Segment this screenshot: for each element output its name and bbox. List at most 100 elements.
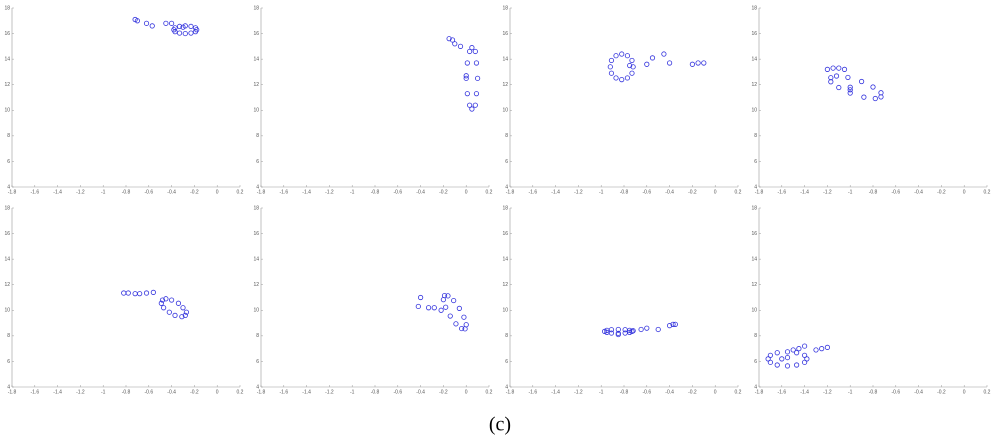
x-tick-label: -0.8	[869, 189, 878, 195]
x-tick-label: -1.4	[53, 389, 62, 395]
point	[608, 330, 615, 336]
point	[672, 321, 678, 327]
x-tick-label: -0.6	[393, 189, 402, 195]
y-tick-label: 16	[502, 31, 508, 37]
x-tick-label: -1.4	[551, 189, 560, 195]
point	[132, 291, 138, 297]
x-tick-label: -1.6	[528, 189, 537, 195]
y-tick-label: 10	[253, 308, 259, 314]
point	[463, 75, 469, 81]
point	[836, 65, 842, 71]
x-tick-label: -1.2	[76, 389, 85, 395]
y-tick-label: 8	[754, 333, 757, 339]
point	[445, 293, 451, 299]
x-tick-label: 0	[714, 189, 717, 195]
point	[163, 20, 169, 26]
point	[784, 354, 791, 361]
y-tick-label: 4	[754, 384, 757, 390]
x-tick-label: -0.6	[891, 389, 900, 395]
point	[461, 314, 467, 320]
point	[784, 363, 791, 369]
x-tick-label: -0.4	[914, 389, 923, 395]
y-tick-label: 6	[754, 159, 757, 165]
x-tick-label: -1.8	[506, 189, 515, 195]
x-tick-label: 0.2	[237, 389, 244, 395]
point	[182, 23, 188, 29]
point	[180, 305, 186, 311]
y-tick-label: 12	[253, 82, 259, 88]
point	[845, 74, 851, 81]
x-tick-label: -1.6	[30, 389, 39, 395]
point	[176, 23, 183, 30]
point	[472, 48, 478, 55]
point	[149, 23, 155, 29]
x-tick-label: -0.8	[869, 389, 878, 395]
y-tick-label: 6	[256, 159, 259, 165]
x-tick-label: -1.8	[257, 189, 266, 195]
y-tick-label: 8	[256, 133, 259, 139]
y-tick-label: 8	[505, 133, 508, 139]
point	[644, 325, 650, 331]
point	[794, 362, 800, 368]
point	[878, 90, 884, 96]
point	[159, 297, 166, 303]
point	[182, 30, 188, 37]
point	[463, 322, 469, 328]
point	[150, 289, 156, 295]
point	[453, 321, 459, 327]
y-tick-label: 14	[502, 256, 508, 262]
y-tick-label: 12	[502, 82, 508, 88]
x-tick-label: -1.2	[325, 389, 334, 395]
point	[474, 75, 481, 81]
point	[192, 25, 199, 31]
x-tick-label: -1.2	[823, 189, 832, 195]
point	[467, 102, 473, 108]
y-tick-label: 14	[4, 56, 10, 62]
x-tick-label: 0	[216, 189, 219, 195]
x-tick-label: -0.8	[620, 389, 629, 395]
point	[172, 29, 178, 35]
x-tick-label: -0.2	[937, 189, 946, 195]
y-tick-label: 4	[7, 384, 10, 390]
point	[796, 346, 802, 352]
point	[464, 91, 470, 97]
x-tick-label: 0.2	[735, 389, 742, 395]
y-tick-label: 16	[4, 31, 10, 37]
x-tick-label: -1.2	[325, 189, 334, 195]
x-tick-label: -1.8	[8, 189, 17, 195]
x-tick-label: -0.6	[642, 389, 651, 395]
point	[661, 51, 667, 57]
point	[824, 66, 831, 72]
point	[836, 84, 842, 91]
point	[431, 305, 437, 311]
x-tick-label: -1.8	[257, 389, 266, 395]
x-tick-label: -0.2	[937, 389, 946, 395]
point	[804, 356, 810, 362]
y-tick-label: 6	[505, 359, 508, 365]
point	[608, 70, 615, 76]
x-tick-label: -1.6	[528, 389, 537, 395]
x-tick-label: -1.6	[279, 189, 288, 195]
point	[438, 307, 444, 313]
y-tick-label: 18	[253, 205, 259, 211]
y-tick-label: 14	[502, 56, 508, 62]
x-tick-label: -1.4	[302, 189, 311, 195]
point	[655, 326, 661, 333]
point	[644, 61, 650, 67]
point	[143, 20, 150, 26]
x-tick-label: -1.4	[800, 389, 809, 395]
point	[701, 60, 707, 66]
point	[622, 330, 628, 336]
x-tick-label: -1.8	[755, 389, 764, 395]
x-tick-label: -1.4	[53, 189, 62, 195]
point	[767, 352, 774, 358]
y-tick-label: 6	[256, 359, 259, 365]
x-tick-label: -0.4	[416, 389, 425, 395]
point	[446, 36, 452, 42]
y-tick-label: 14	[751, 56, 757, 62]
point	[794, 350, 800, 356]
x-tick-label: 0.2	[237, 189, 244, 195]
point	[172, 312, 178, 318]
x-tick-label: 0	[714, 389, 717, 395]
